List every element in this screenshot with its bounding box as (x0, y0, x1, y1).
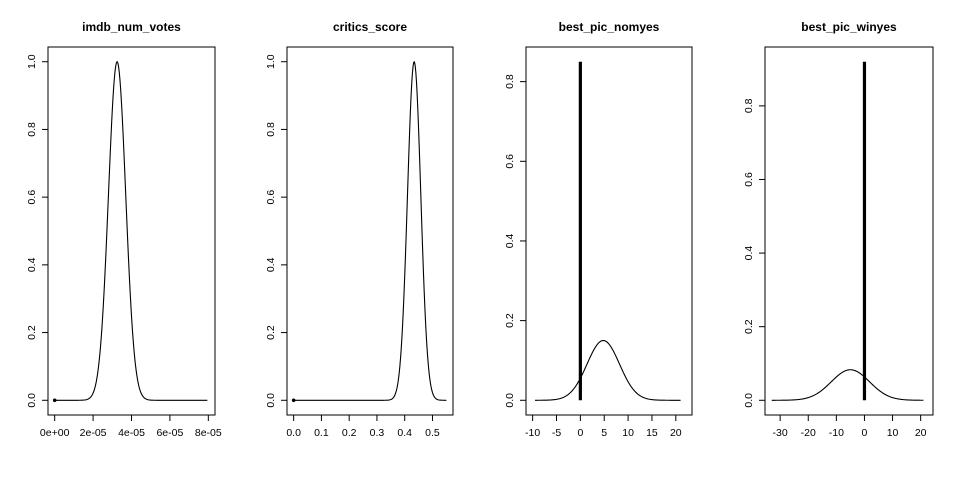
x-tick-label: -30 (773, 427, 788, 439)
y-tick-label: 0.6 (265, 190, 277, 205)
y-tick-label: 0.2 (504, 313, 516, 328)
y-tick-label: 0.4 (504, 234, 516, 249)
y-tick-label: 0.0 (504, 393, 516, 408)
chart-title: imdb_num_votes (82, 20, 181, 34)
density-curve (771, 369, 924, 401)
x-tick-label: 0 (862, 427, 868, 439)
x-tick-label: 6e-05 (156, 427, 183, 439)
zero-point (291, 398, 296, 403)
density-curve (54, 60, 208, 401)
y-tick-label: 0.4 (743, 246, 755, 261)
x-tick-label: 15 (646, 427, 658, 439)
y-tick-label: 0.2 (26, 325, 38, 340)
plot-frame (525, 46, 693, 416)
y-tick-label: 0.8 (743, 98, 755, 113)
x-tick-label: 10 (887, 427, 899, 439)
x-tick-label: 0e+00 (40, 427, 70, 439)
x-tick-label: 10 (622, 427, 634, 439)
y-tick-label: 0.8 (504, 74, 516, 89)
zero-point (52, 398, 57, 403)
x-tick-label: 0.0 (286, 427, 301, 439)
x-tick-label: 0.3 (370, 427, 385, 439)
y-tick-label: 0.2 (743, 319, 755, 334)
y-tick-label: 0.4 (26, 257, 38, 272)
y-tick-label: 0.8 (26, 122, 38, 137)
y-tick-label: 0.0 (743, 393, 755, 408)
chart-title: critics_score (333, 20, 407, 34)
x-tick-label: -5 (552, 427, 561, 439)
x-tick-label: 8e-05 (195, 427, 222, 439)
x-tick-label: 0 (577, 427, 583, 439)
y-tick-label: 0.6 (26, 190, 38, 205)
y-tick-label: 0.8 (265, 122, 277, 137)
x-tick-label: 4e-05 (118, 427, 145, 439)
y-tick-label: 0.4 (265, 257, 277, 272)
x-tick-label: 0.5 (425, 427, 440, 439)
x-tick-label: 0.1 (314, 427, 329, 439)
x-tick-label: 20 (915, 427, 927, 439)
y-tick-label: 0.0 (26, 393, 38, 408)
chart-title: best_pic_nomyes (559, 20, 660, 34)
x-tick-label: 5 (601, 427, 607, 439)
x-tick-label: -10 (525, 427, 540, 439)
x-tick-label: 0.2 (342, 427, 357, 439)
chart-title: best_pic_winyes (801, 20, 897, 34)
x-tick-label: 2e-05 (80, 427, 107, 439)
y-tick-label: 0.6 (504, 154, 516, 169)
plot-panel-4: best_pic_winyes -30 -20 -10 0 10 20 0.0 0.2 0.4 0.… (743, 20, 934, 439)
y-tick-label: 0.6 (743, 172, 755, 187)
plot-panel-3: best_pic_nomyes -10 -5 0 5 10 15 20 0.0 0.2 0.4 0.6… (504, 20, 693, 439)
y-tick-label: 1.0 (26, 54, 38, 69)
x-tick-label: 20 (670, 427, 682, 439)
y-tick-label: 0.2 (265, 325, 277, 340)
plot-panel-1: imdb_num_votes 0e+00 2e-05 4e-05 6e-05 8e-05 0… (26, 20, 222, 439)
density-curve (293, 61, 447, 401)
x-tick-label: -10 (829, 427, 844, 439)
x-tick-label: -20 (801, 427, 816, 439)
y-tick-label: 1.0 (265, 54, 277, 69)
plot-frame (47, 46, 216, 416)
plot-panel-2: critics_score 0.0 0.1 0.2 0.3 0.4 0.5 0.0 0.2 0.4… (265, 20, 454, 439)
x-tick-label: 0.4 (397, 427, 412, 439)
plot-frame (764, 46, 934, 416)
density-curve (535, 339, 681, 401)
y-tick-label: 0.0 (265, 393, 277, 408)
